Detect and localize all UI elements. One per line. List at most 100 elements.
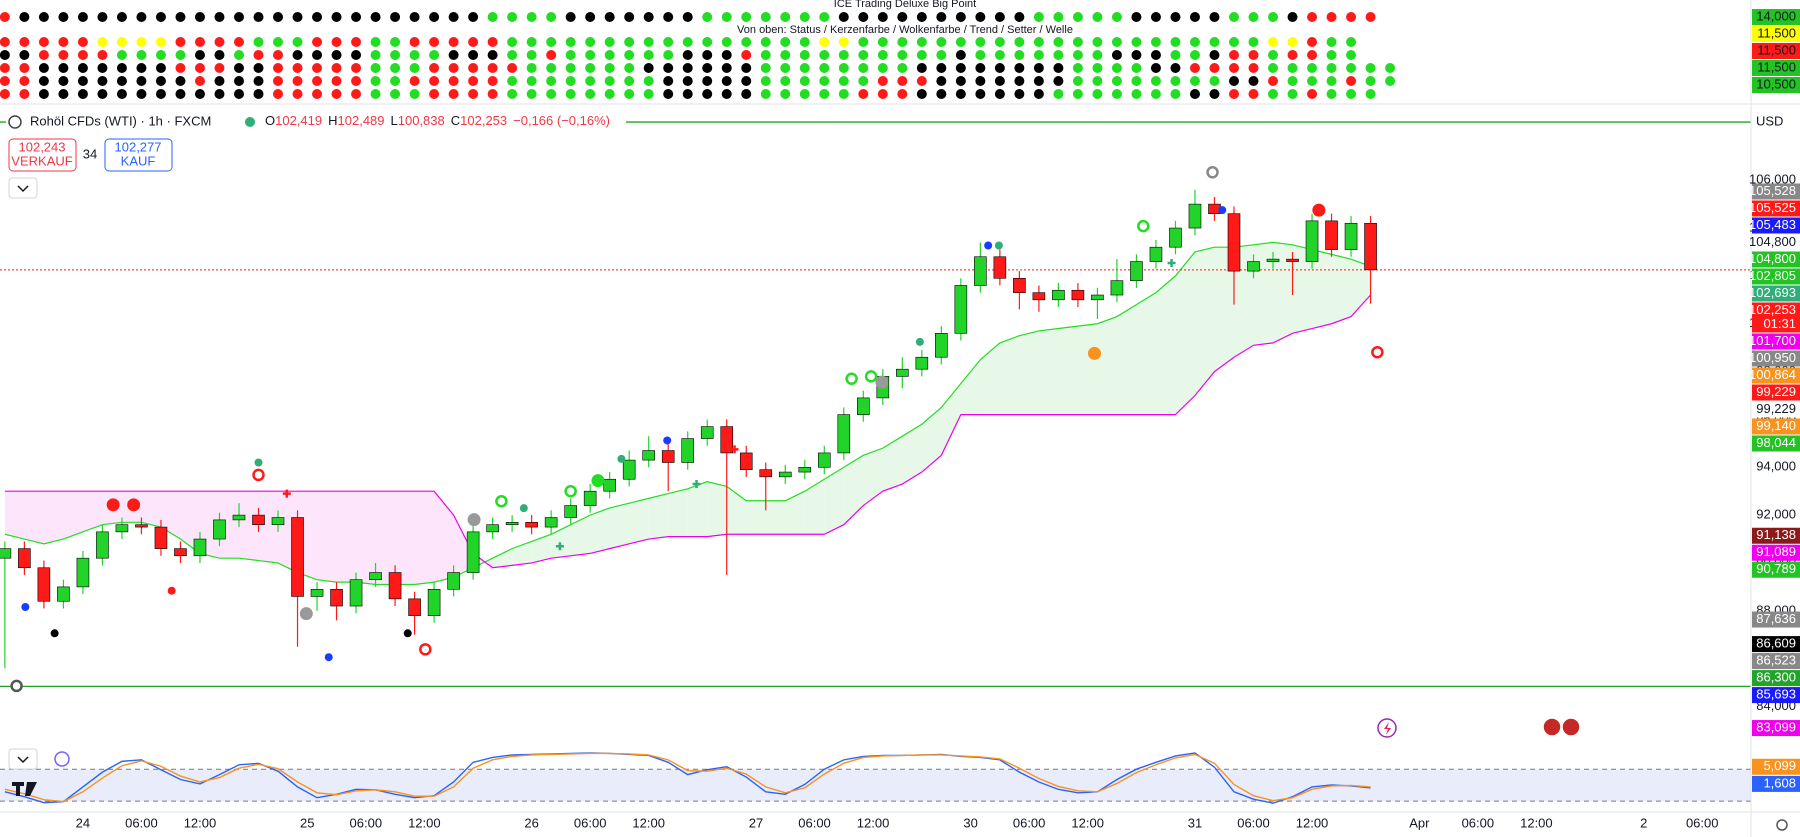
ohlc-values: O102,419 H102,489 L100,838 C102,253 −0,166 (… [265, 113, 610, 128]
x-tick-label: 06:00 [1462, 815, 1495, 830]
price-scale: 5,0991,60884,00086,00088,00090,00092,000… [1749, 172, 1800, 792]
status-dot [116, 12, 127, 22]
tradingview-logo[interactable] [12, 782, 37, 796]
x-tick-label: 06:00 [574, 815, 607, 830]
status-dot [1307, 12, 1318, 22]
status-dot [994, 89, 1005, 99]
status-dot [19, 37, 30, 47]
status-dot [604, 76, 615, 86]
oscillator-panel [0, 752, 1751, 804]
cloud [4, 241, 1372, 586]
status-dot [682, 50, 693, 60]
settings-icon[interactable] [1776, 819, 1788, 831]
refresh-icon[interactable] [54, 751, 70, 767]
news-flag[interactable] [1561, 717, 1581, 737]
status-dot [19, 12, 30, 22]
status-dot [370, 50, 381, 60]
status-dot [1131, 50, 1142, 60]
status-dot [292, 63, 303, 73]
candle-body [252, 514, 265, 525]
cloud-fill [902, 424, 922, 485]
status-dot [799, 63, 810, 73]
cloud-fill [882, 436, 903, 492]
status-dot [1365, 89, 1376, 99]
signal-ring [1206, 166, 1219, 179]
market-status[interactable] [245, 117, 255, 127]
status-dot [1092, 76, 1103, 86]
status-dot [390, 76, 401, 86]
candle-body [583, 490, 597, 506]
indicator-subtitle: Von oben: Status / Kerzenfarbe / Wolkenf… [737, 24, 1073, 36]
candle-body [700, 426, 714, 439]
status-dot [877, 63, 888, 73]
status-dot [1248, 50, 1259, 60]
candle-body [1188, 203, 1202, 229]
status-dot [468, 89, 479, 99]
cloud-fill [1351, 259, 1371, 317]
status-dot [1072, 63, 1083, 73]
candle-body [1091, 294, 1104, 301]
collapse-button[interactable] [8, 748, 38, 770]
symbol-name[interactable]: Rohöl CFDs (WTI) · 1h · FXCM [30, 113, 211, 128]
status-dot [546, 63, 557, 73]
status-dot [136, 89, 147, 99]
cloud-fill [824, 467, 844, 535]
status-dot [273, 63, 284, 73]
status-dot [975, 89, 986, 99]
status-dot [58, 50, 69, 60]
status-dot [955, 76, 966, 86]
candle-body [954, 285, 968, 334]
price-tag [1752, 251, 1800, 268]
status-dot [175, 12, 186, 22]
candles [0, 189, 1377, 669]
x-tick-label: 26 [524, 815, 538, 830]
x-tick-label: 12:00 [1296, 815, 1329, 830]
x-tick-label: Apr [1409, 815, 1430, 830]
cloud-fill [804, 479, 825, 535]
status-dot [1385, 63, 1396, 73]
ohlc-key: O [265, 113, 275, 128]
status-dot [1033, 37, 1044, 47]
chevron-icon [17, 185, 29, 193]
cloud-fill [375, 491, 396, 585]
status-dot [546, 12, 557, 22]
candle-body [310, 588, 324, 597]
status-dot [604, 12, 615, 22]
cloud-fill [551, 524, 571, 559]
collapse-button[interactable] [8, 177, 38, 199]
signal-cross [1167, 258, 1176, 267]
status-dot [643, 89, 654, 99]
status-dot [448, 63, 459, 73]
status-dot [233, 89, 244, 99]
sell-button[interactable] [8, 138, 77, 172]
x-tick-label: 12:00 [1071, 815, 1104, 830]
status-dot [1287, 50, 1298, 60]
signal-dot [1087, 346, 1101, 360]
cloud-fill [1312, 249, 1332, 329]
news-flag[interactable] [1542, 717, 1562, 737]
status-dot [916, 50, 927, 60]
price-tag [1752, 333, 1800, 350]
status-dot [682, 89, 693, 99]
price-tag [1752, 268, 1800, 285]
status-dot [897, 37, 908, 47]
status-dot [643, 50, 654, 60]
status-dot [58, 12, 69, 22]
status-dot [799, 12, 810, 22]
currency: USD [1756, 113, 1783, 128]
signal-ring [864, 370, 878, 383]
cloud-fill [609, 503, 630, 549]
status-dot [1053, 37, 1064, 47]
indicator-tag [1752, 77, 1800, 93]
status-dot [1053, 50, 1064, 60]
buy-button[interactable] [104, 138, 173, 172]
status-dot [682, 63, 693, 73]
candle-body [37, 567, 51, 602]
signal-dot [403, 629, 412, 638]
status-dot [546, 37, 557, 47]
status-dot [38, 50, 49, 60]
status-dot [780, 12, 791, 22]
status-dot [1111, 76, 1122, 86]
oscillator-band [0, 769, 1751, 802]
status-dot [409, 76, 420, 86]
